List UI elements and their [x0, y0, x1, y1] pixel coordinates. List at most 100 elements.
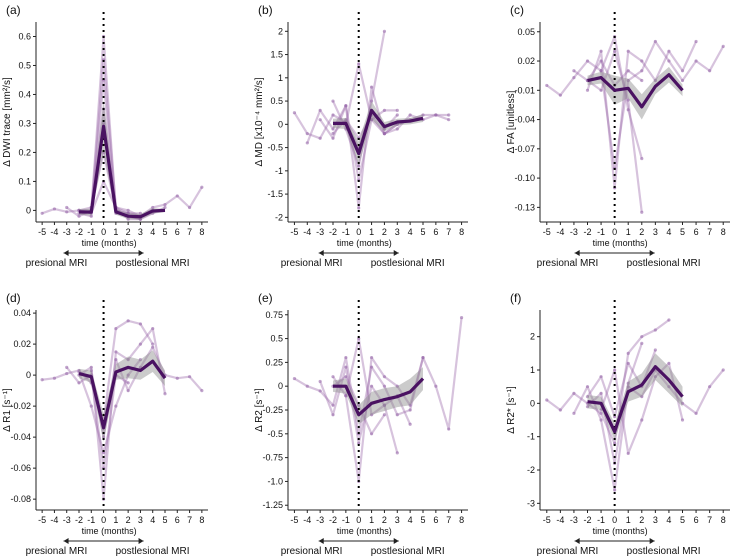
y-tick-label: -1	[527, 432, 535, 442]
subject-point	[65, 210, 69, 214]
y-tick-label: 1	[530, 365, 535, 375]
subject-point	[667, 59, 671, 63]
y-tick-label: 0.1	[18, 176, 31, 186]
y-tick-label: 0.5	[270, 96, 283, 106]
y-tick-label: -1.5	[267, 189, 283, 199]
subject-point	[558, 408, 562, 412]
x-tick-label: -3	[316, 515, 324, 525]
y-tick-label: 0.5	[18, 60, 31, 70]
x-tick-label: 0	[356, 227, 361, 237]
subject-point	[626, 49, 630, 53]
x-tick-label: 4	[150, 515, 155, 525]
subject-point	[163, 205, 167, 210]
subject-point	[382, 403, 387, 407]
subject-point	[640, 78, 644, 83]
x-tick-label: -5	[543, 515, 551, 525]
y-tick-label: 1	[278, 73, 283, 83]
subject-point	[572, 411, 576, 415]
subject-point	[572, 69, 576, 73]
subject-point	[151, 327, 155, 331]
x-tick-label: 5	[420, 515, 425, 525]
x-tick-label: 2	[126, 515, 131, 525]
panel-label: (e)	[258, 291, 273, 305]
panel-3: (c) Δ FA [unitless] 0.05 0.02 -0.01 -0.04 -0.0…	[506, 3, 730, 269]
subject-point	[292, 376, 297, 381]
y-tick-label: 0.2	[18, 147, 31, 157]
subject-point	[447, 118, 451, 122]
subject-point	[721, 44, 725, 48]
x-tick-label: 8	[721, 515, 726, 525]
arrow-left-head	[318, 538, 324, 544]
subject-point	[292, 111, 297, 115]
subject-point	[357, 403, 361, 407]
subject-point	[331, 413, 335, 417]
subject-point	[708, 69, 712, 73]
subject-point	[680, 69, 685, 73]
mean-line	[333, 377, 425, 417]
subject-point	[395, 384, 399, 388]
subject-point	[175, 194, 179, 198]
subject-point	[613, 488, 617, 492]
y-tick-label: 0.5	[270, 334, 283, 344]
subject-point	[599, 408, 603, 412]
subject-point	[558, 93, 562, 97]
y-tick-label: -0.08	[10, 494, 31, 504]
subject-point	[331, 99, 335, 103]
subject-point	[653, 348, 657, 352]
subject-point	[599, 49, 603, 53]
x-tick-label: -2	[329, 515, 337, 525]
subject-point	[151, 342, 155, 346]
post-label: postlesional MRI	[627, 546, 701, 557]
subject-point	[89, 214, 93, 218]
subject-point	[65, 205, 69, 210]
subject-point	[305, 141, 309, 145]
subject-point	[369, 413, 374, 417]
subject-point	[408, 408, 412, 412]
subject-point	[721, 368, 725, 372]
y-axis-title: Δ R1 [s⁻¹]	[2, 388, 13, 432]
subject-point	[126, 208, 130, 213]
pre-label: presional MRI	[281, 546, 343, 557]
subject-line-3	[77, 358, 142, 454]
subject-point	[305, 384, 309, 388]
x-tick-label: -4	[556, 515, 564, 525]
x-tick-label: 1	[626, 227, 631, 237]
y-tick-label: -0.04	[514, 115, 535, 125]
subject-point	[344, 118, 348, 122]
subject-line-2	[319, 86, 450, 210]
subject-point	[599, 375, 603, 379]
subject-point	[408, 113, 412, 117]
subject-point	[626, 98, 630, 102]
arrow-left-head	[574, 538, 580, 544]
subject-point	[408, 403, 412, 407]
subject-point	[114, 327, 118, 331]
subject-point	[101, 121, 106, 126]
subject-point	[52, 207, 57, 211]
x-tick-label: -2	[583, 515, 591, 525]
y-tick-label: -1.25	[262, 500, 283, 510]
subject-point	[369, 365, 374, 369]
subject-point	[459, 316, 464, 320]
x-tick-label: -3	[63, 515, 71, 525]
x-tick-label: 6	[175, 515, 180, 525]
subject-point	[200, 389, 204, 393]
x-tick-label: 4	[150, 227, 155, 237]
subject-point	[545, 398, 549, 402]
subject-point	[408, 422, 412, 426]
subject-point	[331, 375, 335, 379]
x-tick-label: 4	[408, 515, 413, 525]
subject-point	[680, 78, 685, 83]
y-tick-label: -1.0	[267, 476, 283, 486]
y-tick-label: 0	[26, 370, 31, 380]
y-tick-label: 0	[278, 381, 283, 391]
subject-point	[357, 164, 361, 168]
post-label: postlesional MRI	[371, 546, 445, 557]
arrow-right-head	[393, 538, 399, 544]
subject-point	[77, 214, 81, 218]
x-tick-label: 6	[694, 227, 699, 237]
x-tick-label: 5	[162, 227, 167, 237]
x-tick-label: -2	[75, 515, 83, 525]
x-tick-label: 8	[721, 227, 726, 237]
subject-point	[89, 404, 93, 408]
ci-band	[587, 353, 683, 440]
